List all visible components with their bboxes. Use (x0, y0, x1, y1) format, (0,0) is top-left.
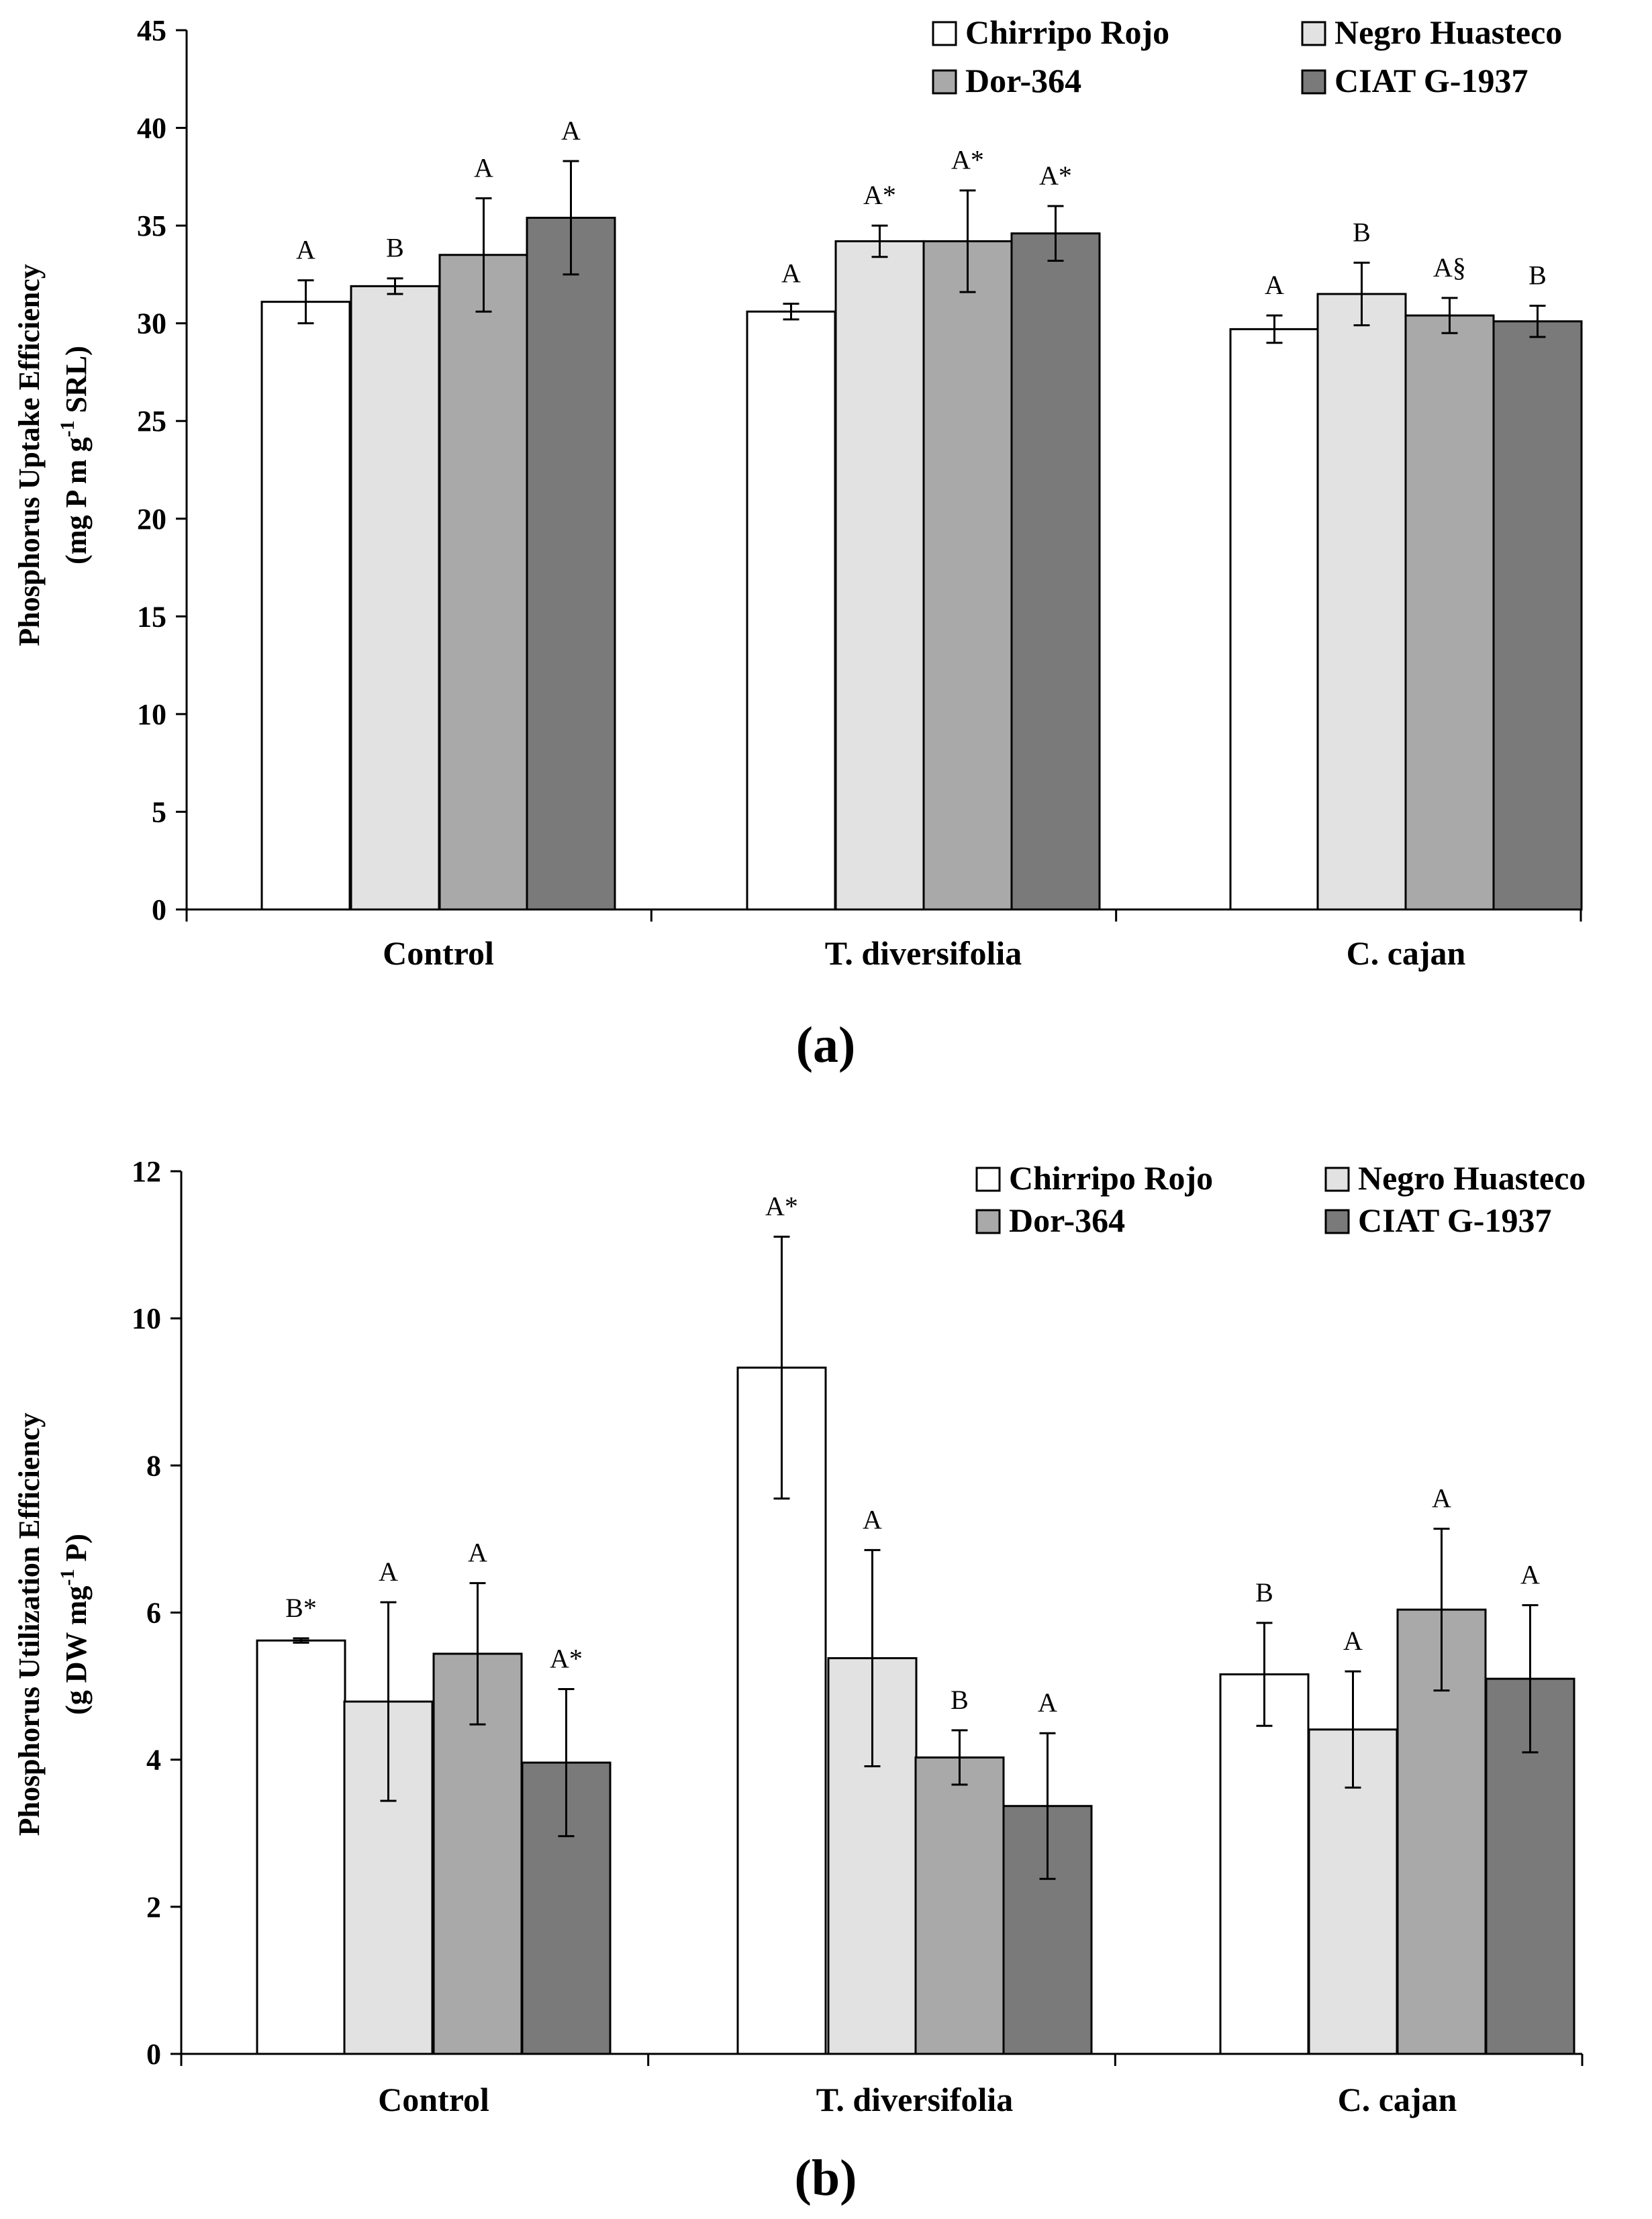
chart-b-category-label: T. diversifolia (816, 2081, 1014, 2118)
chart-a-legend-label: Negro Huasteco (1334, 13, 1562, 51)
chart-a-significance-label: B (1528, 260, 1547, 290)
chart-a-y-tick-label: 10 (137, 698, 166, 731)
chart-b-significance-label: A (468, 1538, 487, 1568)
chart-a-bar (922, 240, 1013, 911)
chart-b-bar (1219, 1673, 1310, 2055)
chart-b-legend-label: Dor-364 (1009, 1201, 1125, 1239)
chart-a-bar (350, 285, 440, 911)
chart-b-ylabel-line2: (g DW mg-1 P) (56, 1534, 93, 1715)
chart-a-legend-swatch (932, 21, 957, 46)
chart-b-legend-label: CIAT G-1937 (1358, 1201, 1551, 1239)
chart-a-y-tick-label: 20 (137, 503, 166, 536)
chart-a-significance-label: A (1265, 270, 1284, 300)
chart-a-bar (834, 240, 925, 911)
chart-b-significance-label: A (863, 1504, 882, 1534)
chart-b-bar (914, 1756, 1005, 2055)
chart-a-significance-label: B (386, 233, 404, 263)
chart-b-y-tick-label: 8 (146, 1449, 161, 1482)
chart-a-ylabel-line2: (mg P m g-1 SRL) (56, 346, 93, 564)
chart-a-bar (1404, 314, 1495, 911)
chart-a-significance-label: A§ (1433, 252, 1466, 283)
chart-b-y-tick-label: 10 (132, 1302, 161, 1335)
chart-a-legend-swatch (932, 69, 957, 95)
chart-b-significance-label: B* (285, 1593, 317, 1623)
chart-a-significance-label: A* (1039, 160, 1072, 191)
chart-b-y-tick-label: 12 (132, 1155, 161, 1188)
chart-b-legend-swatch (975, 1209, 1001, 1234)
chart-a-ylabel-line1: Phosphorus Uptake Efficiency (13, 264, 46, 646)
chart-a-legend-label: CIAT G-1937 (1334, 62, 1528, 99)
chart-b-y-tick-label: 6 (146, 1597, 161, 1630)
chart-a-bar (1316, 293, 1407, 911)
chart-a-bar (438, 254, 529, 911)
chart-a-bar (1010, 232, 1101, 911)
chart-b-legend-label: Negro Huasteco (1358, 1159, 1586, 1197)
chart-b-legend-swatch (1324, 1209, 1350, 1234)
chart-b-significance-label: B (1255, 1577, 1273, 1608)
chart-a-significance-label: A (561, 115, 581, 146)
chart-a-category-label: C. cajan (1347, 934, 1466, 972)
chart-a: Phosphorus Uptake Efficiency (mg P m g-1… (13, 13, 1583, 1073)
chart-a-significance-label: A (296, 235, 315, 265)
chart-b-legend-swatch (975, 1167, 1001, 1192)
chart-b-ylabel-line1: Phosphorus Utilization Efficiency (13, 1413, 46, 1836)
chart-b-category-label: Control (378, 2081, 489, 2118)
chart-a-significance-label: A (781, 258, 801, 289)
chart-b-significance-label: A* (765, 1191, 798, 1222)
chart-a-significance-label: B (1353, 217, 1371, 247)
chart-b-legend-label: Chirripo Rojo (1009, 1159, 1213, 1197)
chart-a-category-label: T. diversifolia (825, 934, 1022, 972)
chart-a-y-tick-label: 5 (152, 795, 166, 828)
chart-b-significance-label: A (379, 1557, 398, 1587)
chart-a-legend-label: Dor-364 (965, 62, 1081, 99)
chart-a-bar (526, 216, 616, 911)
chart-a-bar (1492, 320, 1583, 911)
chart-a-y-tick-label: 0 (152, 893, 166, 926)
chart-b-legend-swatch (1324, 1167, 1350, 1192)
chart-a-category-label: Control (383, 934, 494, 972)
chart-b-y-tick-label: 0 (146, 2038, 161, 2071)
chart-b-significance-label: A (1432, 1483, 1451, 1514)
chart-a-significance-label: A (474, 152, 493, 183)
chart-a-significance-label: A* (863, 180, 896, 210)
chart-a-bar (746, 310, 836, 911)
chart-b-significance-label: A (1038, 1687, 1057, 1718)
chart-a-y-tick-label: 45 (137, 14, 166, 47)
chart-b-significance-label: A (1343, 1626, 1363, 1656)
chart-a-y-tick-label: 40 (137, 112, 166, 145)
chart-b-category-label: C. cajan (1338, 2081, 1457, 2118)
chart-b-y-tick-label: 2 (146, 1891, 161, 1924)
chart-a-significance-label: A* (951, 145, 984, 175)
chart-a-y-tick-label: 15 (137, 600, 166, 633)
chart-a-y-tick-label: 30 (137, 307, 166, 340)
chart-b: Phosphorus Utilization Efficiency (g DW … (13, 1155, 1586, 2206)
chart-a-y-tick-label: 25 (137, 405, 166, 438)
chart-b-significance-label: A (1520, 1560, 1540, 1590)
chart-a-y-tick-label: 35 (137, 209, 166, 242)
chart-a-legend-swatch (1301, 69, 1326, 95)
chart-b-y-tick-label: 4 (146, 1744, 161, 1777)
chart-a-bar (260, 301, 351, 911)
chart-b-panel-label: (b) (795, 2150, 857, 2206)
chart-b-significance-label: B (951, 1685, 969, 1715)
chart-a-panel-label: (a) (796, 1017, 856, 1073)
chart-a-bar (1229, 328, 1320, 911)
chart-a-legend-label: Chirripo Rojo (965, 13, 1169, 51)
chart-b-bar (256, 1639, 346, 2055)
chart-a-legend-swatch (1301, 21, 1326, 46)
chart-b-significance-label: A* (550, 1643, 583, 1673)
